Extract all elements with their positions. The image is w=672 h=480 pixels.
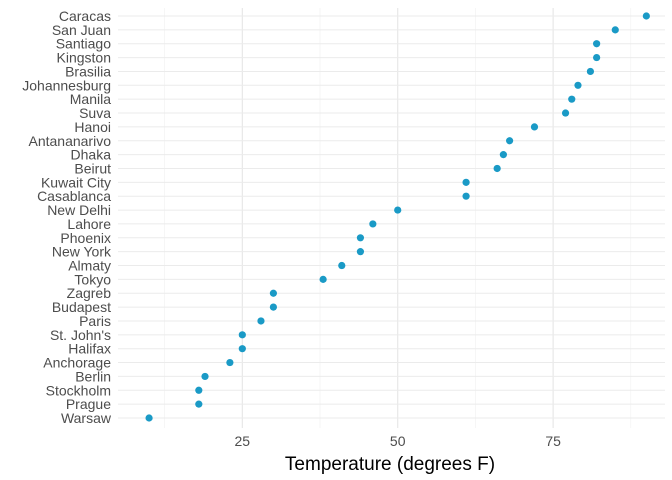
- y-category-label: Berlin: [75, 368, 111, 384]
- data-point: [568, 95, 576, 103]
- data-point: [462, 192, 470, 200]
- y-category-label: Paris: [79, 313, 111, 329]
- data-point: [226, 358, 234, 367]
- data-point: [506, 137, 514, 145]
- data-point: [611, 26, 619, 34]
- y-category-label: New Delhi: [47, 202, 111, 218]
- data-point: [195, 400, 203, 408]
- y-category-label: Zagreb: [67, 285, 112, 301]
- y-category-label: Kuwait City: [41, 174, 111, 190]
- y-category-label: Warsaw: [61, 410, 112, 426]
- data-point: [145, 414, 153, 422]
- data-point: [642, 12, 650, 20]
- y-category-label: Caracas: [59, 8, 111, 24]
- data-point: [238, 331, 246, 339]
- y-category-label: San Juan: [52, 22, 111, 38]
- x-axis-title: Temperature (degrees F): [285, 454, 495, 475]
- y-category-label: Beirut: [74, 160, 111, 176]
- y-category-label: Lahore: [67, 216, 111, 232]
- data-point: [574, 81, 582, 89]
- data-point: [586, 67, 595, 76]
- data-point: [195, 386, 203, 394]
- y-category-label: Johannesburg: [22, 77, 111, 93]
- y-category-label: Tokyo: [74, 271, 111, 287]
- grid-lines: [118, 8, 665, 428]
- data-point: [593, 53, 601, 62]
- data-point: [201, 372, 209, 381]
- y-category-label: Brasilia: [65, 63, 111, 79]
- data-point: [269, 289, 277, 297]
- y-category-label: Kingston: [57, 50, 111, 66]
- x-axis-tick-labels: 25 50 75: [235, 433, 562, 449]
- y-category-label: Suva: [79, 105, 111, 121]
- y-category-label: Phoenix: [60, 230, 111, 246]
- data-point: [319, 275, 327, 283]
- x-tick-label: 50: [390, 433, 406, 449]
- y-axis-city-labels: WarsawPragueStockholmBerlinAnchorageHali…: [22, 8, 112, 426]
- y-category-label: Antananarivo: [28, 133, 111, 149]
- x-tick-label: 25: [235, 433, 251, 449]
- data-point: [462, 178, 470, 186]
- data-point: [356, 248, 365, 256]
- y-category-label: St. John's: [50, 327, 111, 343]
- y-category-label: Santiago: [56, 36, 111, 52]
- data-point: [530, 123, 539, 131]
- y-category-label: New York: [52, 244, 112, 260]
- y-category-label: Budapest: [52, 299, 111, 315]
- data-point: [499, 151, 507, 159]
- data-point: [593, 40, 601, 48]
- y-category-label: Halifax: [68, 341, 111, 357]
- y-category-label: Dhaka: [71, 147, 112, 163]
- data-point: [356, 234, 365, 242]
- data-point: [257, 317, 265, 325]
- y-category-label: Prague: [66, 396, 111, 412]
- x-tick-label: 75: [545, 433, 561, 449]
- y-category-label: Almaty: [68, 258, 111, 274]
- data-point: [238, 345, 246, 353]
- data-point: [269, 303, 277, 311]
- y-category-label: Manila: [70, 91, 111, 107]
- y-category-label: Casablanca: [37, 188, 111, 204]
- data-point: [493, 164, 501, 173]
- data-points: [145, 12, 650, 422]
- data-point: [394, 206, 402, 214]
- data-point: [338, 261, 346, 270]
- y-category-label: Stockholm: [46, 382, 111, 398]
- y-category-label: Hanoi: [74, 119, 111, 135]
- data-point: [369, 220, 377, 228]
- data-point: [561, 109, 570, 117]
- y-category-label: Anchorage: [43, 355, 111, 371]
